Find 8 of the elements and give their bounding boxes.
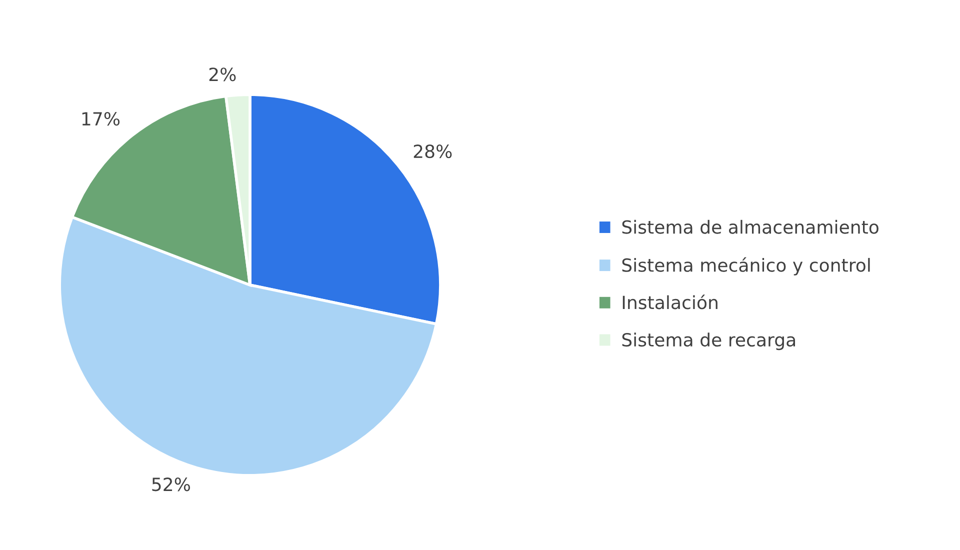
data-label: 52% (152, 478, 190, 492)
legend-label: Sistema mecánico y control (622, 257, 870, 276)
legend-label: Sistema de almacenamiento (622, 220, 878, 234)
legend-label: Sistema de recarga (622, 332, 795, 350)
data-label: 17% (82, 112, 120, 126)
legend-label: Instalación (622, 294, 718, 310)
data-label: 28% (414, 144, 452, 158)
data-label: 2% (209, 68, 236, 82)
